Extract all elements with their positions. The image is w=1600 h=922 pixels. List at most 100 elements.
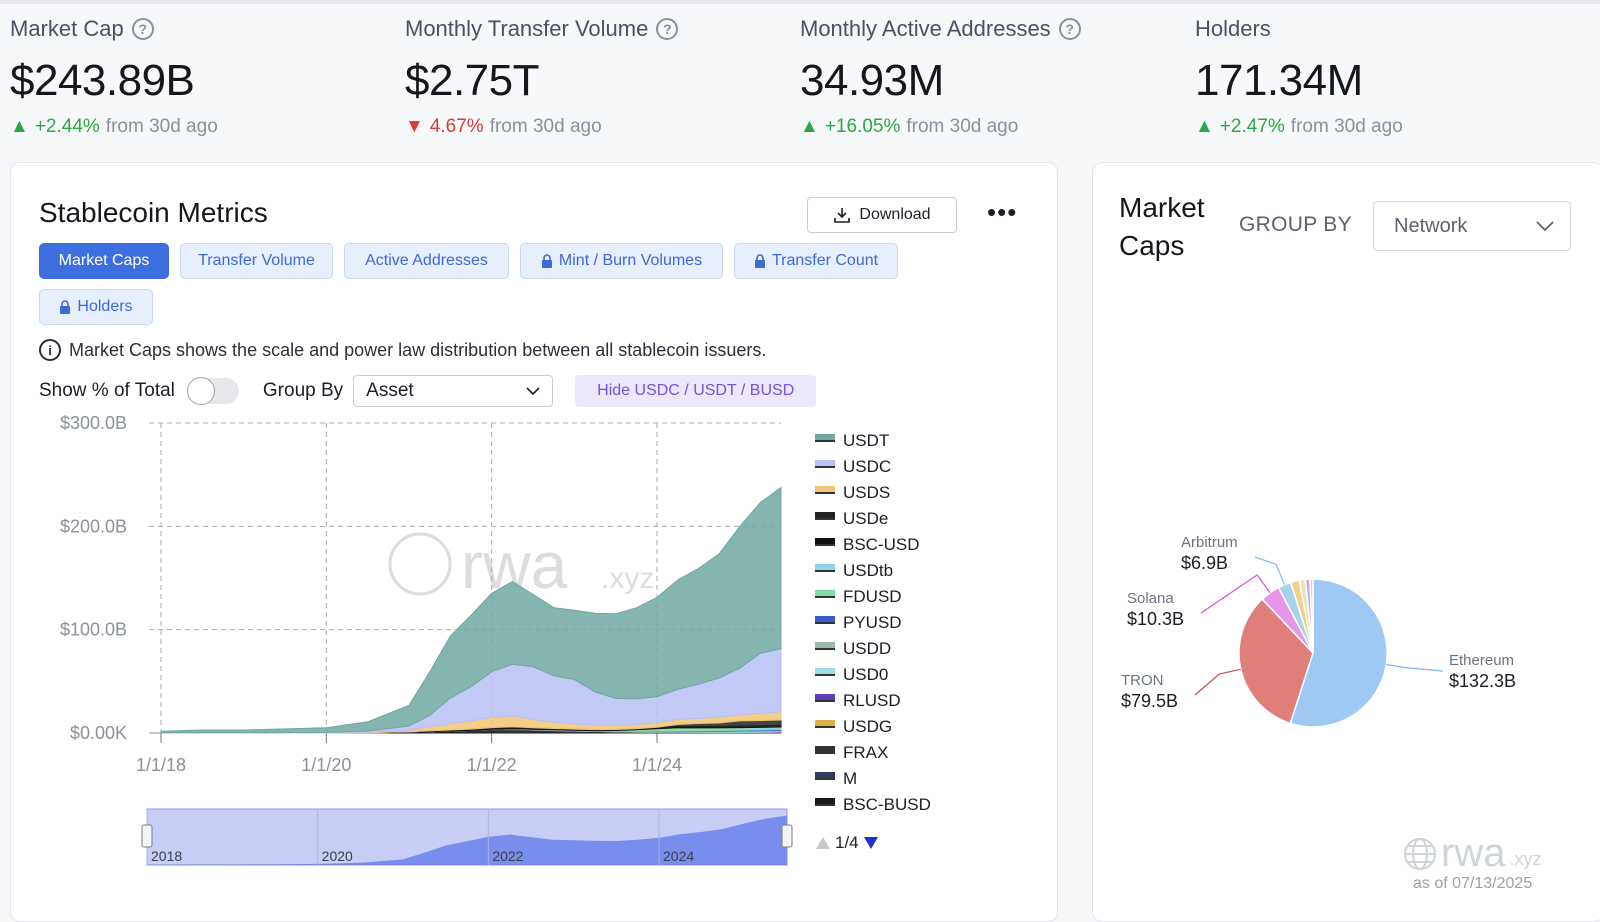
more-options-icon[interactable]: ••• [987,197,1018,227]
legend-swatch-line [815,648,835,650]
tab-label: Active Addresses [365,252,488,269]
help-icon[interactable]: ? [1058,18,1081,40]
legend-swatch-line [815,492,835,494]
trend-up-icon: ▲ [10,116,29,137]
chevron-down-icon [1536,220,1554,231]
navigator-tick-label: 2020 [322,848,353,864]
legend-item-usdtb[interactable]: USDtb [815,561,893,580]
download-label: Download [859,206,931,223]
navigator-handle-left[interactable] [141,824,153,848]
y-tick-label: $200.0B [60,516,127,536]
legend-swatch-line [815,466,835,468]
show-pct-toggle[interactable] [186,377,239,405]
as-of-date: as of 07/13/2025 [1413,875,1533,892]
legend-item-bsc-usd[interactable]: BSC-USD [815,535,920,554]
stat-transfer-volume: Monthly Transfer Volume? $2.75T ▼ 4.67% fr… [405,16,795,138]
legend-item-pyusd[interactable]: PYUSD [815,613,902,632]
stat-market-cap: Market Cap? $243.89B ▲ +2.44% from 30d ago [10,16,400,138]
tab-active-addresses[interactable]: Active Addresses [344,243,509,279]
pie-label-value: $132.3B [1449,671,1516,691]
page-up-icon[interactable] [815,836,831,850]
group-by-label: GROUP BY [1239,213,1352,236]
pie-slice-other[interactable] [1309,578,1314,654]
legend-swatch [815,460,835,466]
legend-item-frax[interactable]: FRAX [815,743,888,762]
tab-mint-burn-volumes[interactable]: Mint / Burn Volumes [520,243,723,279]
show-pct-label: Show % of Total [39,380,175,401]
legend-item-fdusd[interactable]: FDUSD [815,587,902,606]
pie-slice-tron[interactable] [1238,598,1314,725]
legend-item-usdt[interactable]: USDT [815,431,889,450]
stat-suffix: from 30d ago [105,116,218,137]
legend-swatch-line [815,804,835,806]
legend-label: BSC-USD [843,535,920,554]
range-navigator[interactable]: 2018 2020 2022 2024 [141,808,793,866]
pie-connector [1194,668,1241,696]
tab-transfer-count[interactable]: Transfer Count [734,243,898,279]
download-icon [834,208,851,223]
tab-market-caps[interactable]: Market Caps [39,243,169,279]
navigator-tick-label: 2022 [492,848,523,864]
pie-label-name: Solana [1127,590,1174,607]
pie-label-name: TRON [1121,672,1164,689]
help-icon[interactable]: ? [656,18,679,40]
area-usdt[interactable] [160,486,782,734]
pie-label-name: Arbitrum [1181,534,1238,551]
stablecoin-metrics-card: Stablecoin Metrics Download ••• Market C… [10,162,1058,922]
network-pie-chart[interactable]: Ethereum $132.3B TRON $79.5B Solana $10.3B Arb… [1093,523,1600,783]
legend-item-usd0[interactable]: USD0 [815,665,888,684]
legend-label: PYUSD [843,613,902,632]
market-cap-area-chart[interactable]: $300.0B $200.0B $100.0B $0.00K 1/1/18 1/1/20 1… [11,403,1059,873]
legend-swatch [815,720,835,726]
info-icon: i [39,339,61,361]
stat-label: Monthly Active Addresses [800,16,1051,41]
tab-transfer-volume[interactable]: Transfer Volume [180,243,333,279]
x-tick-label: 1/1/24 [632,755,682,775]
navigator-handle-right[interactable] [781,824,793,848]
legend-swatch-line [815,622,835,624]
legend-swatch [815,512,835,518]
legend-swatch-line [815,544,835,546]
legend-label: M [843,769,857,788]
globe-icon [388,532,452,596]
legend-item-usdd[interactable]: USDD [815,639,891,658]
pager-text: 1/4 [835,833,859,852]
stat-suffix: from 30d ago [906,116,1019,137]
stat-change: +16.05% [824,116,901,137]
legend-label: USDS [843,483,890,502]
legend-item-usde[interactable]: USDe [815,509,888,528]
area-layers [160,486,782,734]
legend-swatch [815,772,835,778]
pie-label-value: $79.5B [1121,691,1178,711]
tab-label: Transfer Count [771,252,879,269]
legend-swatch-line [815,778,835,780]
navigator-tick-label: 2024 [663,848,694,864]
trend-up-icon: ▲ [800,116,819,137]
legend-item-m[interactable]: M [815,769,857,788]
tab-holders[interactable]: Holders [39,289,153,325]
hide-majors-button[interactable]: Hide USDC / USDT / BUSD [575,375,817,407]
legend-item-bsc-busd[interactable]: BSC-BUSD [815,795,931,814]
legend-swatch-line [815,726,835,728]
network-select[interactable]: Network [1373,201,1571,251]
legend-swatch [815,486,835,492]
download-button[interactable]: Download [807,197,957,233]
legend-swatch [815,564,835,570]
tab-label: Mint / Burn Volumes [558,252,703,269]
legend-label: USDG [843,717,892,736]
x-tick-label: 1/1/22 [467,755,517,775]
x-tick-label: 1/1/20 [301,755,351,775]
legend-item-usdc[interactable]: USDC [815,457,891,476]
legend-item-usds[interactable]: USDS [815,483,890,502]
page-down-icon[interactable] [863,836,879,850]
group-by-select[interactable]: Asset [353,375,554,407]
navigator-series [147,815,787,865]
legend-item-usdg[interactable]: USDG [815,717,892,736]
chart-legend: USDT USDC USDS USDe BSC-USD USDtb FDUSD PYUSD US… [815,431,931,814]
legend-item-rlusd[interactable]: RLUSD [815,691,901,710]
help-icon[interactable]: ? [131,18,154,40]
legend-swatch [815,590,835,596]
legend-label: USDe [843,509,888,528]
globe-icon [1404,837,1436,870]
x-tick-label: 1/1/18 [136,755,186,775]
